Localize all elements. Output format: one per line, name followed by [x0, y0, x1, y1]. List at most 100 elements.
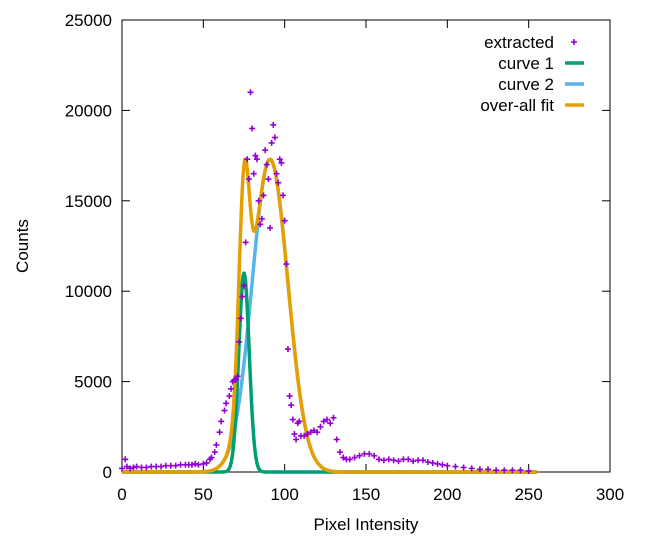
scatter-point	[158, 463, 165, 470]
scatter-point	[245, 176, 252, 183]
scatter-point	[208, 454, 215, 461]
axis-ticks	[121, 19, 611, 473]
scatter-point	[460, 464, 467, 471]
scatter-point	[284, 346, 291, 353]
x-tick-labels: 0 50 100 150 200 250 300	[117, 485, 624, 504]
scatter-point	[257, 221, 264, 228]
scatter-point	[419, 457, 426, 464]
scatter-point	[226, 393, 233, 400]
scatter-point	[280, 192, 287, 199]
scatter-point	[172, 462, 179, 469]
scatter-point	[501, 467, 508, 474]
scatter-point	[434, 460, 441, 467]
scatter-point	[385, 456, 392, 463]
x-tick-label: 250	[514, 485, 542, 504]
scatter-point	[327, 420, 334, 427]
scatter-point	[133, 463, 140, 470]
scatter-point	[517, 467, 524, 474]
scatter-point	[241, 282, 247, 289]
scatter-point	[340, 454, 347, 461]
scatter-point	[271, 134, 278, 141]
series-line-curve-2	[121, 157, 538, 474]
scatter-point	[234, 373, 241, 380]
scatter-point	[244, 156, 251, 163]
scatter-point	[239, 293, 246, 300]
y-tick-label: 25000	[65, 11, 112, 30]
scatter-point	[127, 465, 134, 472]
scatter-point	[255, 197, 262, 204]
scatter-point	[143, 464, 150, 471]
scatter-point	[429, 459, 436, 466]
scatter-point	[468, 465, 475, 472]
scatter-point	[247, 89, 254, 96]
scatter-point	[237, 315, 244, 322]
legend: extracted curve 1 curve 2 over-all fit	[480, 33, 584, 115]
series-layer	[119, 89, 538, 475]
scatter-point	[213, 441, 220, 448]
scatter-point	[317, 423, 324, 430]
scatter-point	[485, 466, 491, 473]
legend-label: extracted	[484, 33, 554, 52]
scatter-point	[258, 215, 265, 222]
scatter-point	[286, 393, 293, 400]
scatter-point	[262, 147, 269, 154]
scatter-point	[263, 161, 270, 168]
scatter-point	[366, 450, 373, 457]
scatter-point	[275, 179, 282, 186]
x-tick-label: 150	[352, 485, 380, 504]
scatter-point	[211, 449, 218, 456]
y-tick-label: 20000	[65, 101, 112, 120]
scatter-point	[130, 464, 137, 471]
scatter-point	[304, 431, 311, 438]
scatter-point	[236, 338, 243, 345]
x-tick-label: 100	[270, 485, 298, 504]
y-tick-label: 5000	[74, 373, 112, 392]
x-axis-title: Pixel Intensity	[314, 515, 419, 534]
scatter-point	[221, 407, 228, 414]
scatter-point	[310, 427, 317, 434]
scatter-point	[452, 463, 459, 470]
scatter-point	[509, 467, 516, 474]
scatter-point	[405, 456, 412, 463]
scatter-point	[252, 152, 259, 159]
x-tick-label: 200	[433, 485, 461, 504]
scatter-point	[320, 418, 327, 425]
scatter-point	[351, 454, 358, 461]
scatter-point	[346, 456, 353, 463]
scatter-point	[380, 457, 387, 464]
scatter-point	[218, 418, 225, 425]
scatter-point	[336, 449, 343, 456]
scatter-point	[265, 176, 272, 183]
scatter-point	[296, 418, 303, 425]
scatter-point	[192, 460, 199, 467]
scatter-point	[216, 429, 223, 436]
legend-label: curve 1	[498, 54, 554, 73]
scatter-point	[390, 457, 397, 464]
legend-label: over-all fit	[480, 96, 554, 115]
scatter-point	[122, 456, 129, 463]
scatter-point	[424, 459, 431, 466]
legend-label: curve 2	[498, 75, 554, 94]
x-tick-label: 0	[117, 485, 126, 504]
scatter-point	[289, 416, 296, 423]
scatter-point	[223, 400, 230, 407]
scatter-point	[203, 459, 210, 466]
series-line-over-all-fit	[121, 157, 538, 474]
scatter-point	[323, 416, 330, 423]
y-tick-label: 10000	[65, 282, 112, 301]
scatter-point	[188, 461, 195, 468]
scatter-point	[119, 465, 125, 472]
scatter-point	[525, 468, 532, 475]
scatter-point	[200, 460, 207, 467]
scatter-point	[249, 125, 256, 132]
series-line-curve-1	[121, 271, 538, 474]
scatter-point	[227, 385, 234, 392]
scatter-point	[371, 452, 378, 459]
scatter-point	[301, 432, 308, 439]
scatter-point	[232, 376, 239, 383]
scatter-point	[476, 466, 483, 473]
scatter-point	[281, 217, 288, 224]
y-tick-label: 15000	[65, 192, 112, 211]
scatter-point	[333, 436, 340, 443]
scatter-point	[314, 429, 321, 436]
